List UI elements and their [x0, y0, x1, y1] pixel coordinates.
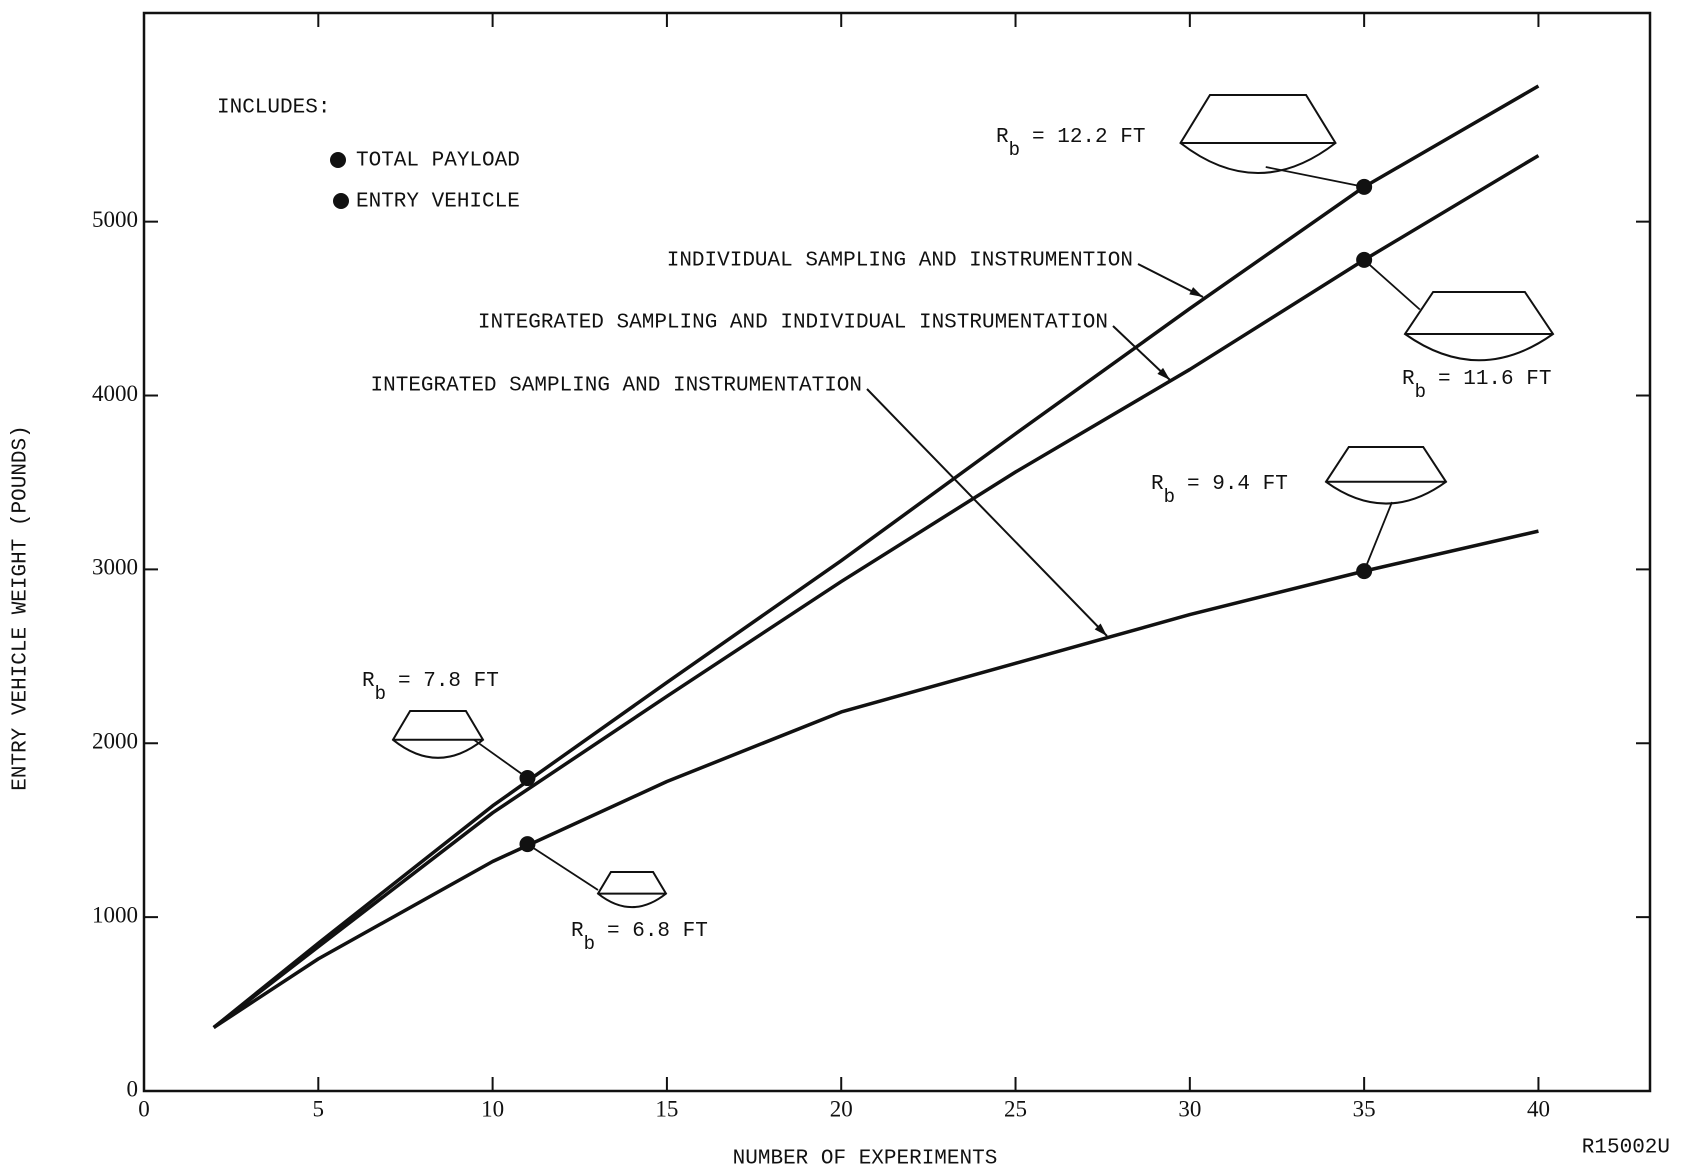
- series-line: [214, 86, 1539, 1028]
- y-tick-label: 1000: [92, 902, 138, 927]
- y-tick-label: 2000: [92, 729, 138, 754]
- label-subscript: b: [375, 683, 386, 705]
- chart: INCLUDES: NUMBER OF EXPERIMENTS ENTRY VE…: [0, 0, 1696, 1169]
- data-point: [1356, 563, 1372, 579]
- capsule-shape: [1181, 95, 1336, 173]
- capsule-shape: [1405, 292, 1553, 360]
- legend-bullet: [333, 193, 349, 209]
- y-tick-label: 0: [127, 1076, 139, 1101]
- annotation-label: Rb = 7.8 FT: [362, 670, 499, 705]
- legend-title: INCLUDES:: [217, 97, 330, 120]
- data-point: [1356, 252, 1372, 268]
- series-label: INDIVIDUAL SAMPLING AND INSTRUMENTION: [667, 250, 1133, 273]
- label-subscript: b: [1415, 381, 1426, 403]
- label-subscript: b: [1009, 139, 1020, 161]
- x-tick-label: 35: [1353, 1096, 1376, 1121]
- label-subscript: b: [584, 933, 595, 955]
- label-symbol: R: [1402, 368, 1415, 391]
- label-symbol: R: [362, 670, 375, 693]
- x-tick-label: 30: [1178, 1096, 1201, 1121]
- annotation-label: Rb = 12.2 FT: [996, 126, 1145, 161]
- x-tick-label: 40: [1527, 1096, 1550, 1121]
- annotation-label: Rb = 11.6 FT: [1402, 368, 1551, 403]
- callout-arrow: [867, 389, 1107, 636]
- label-symbol: R: [1151, 473, 1164, 496]
- legend-bullet: [330, 152, 346, 168]
- data-point: [1356, 179, 1372, 195]
- label-subscript: b: [1164, 486, 1175, 508]
- series-label: INTEGRATED SAMPLING AND INDIVIDUAL INSTR…: [478, 312, 1108, 335]
- x-tick-label: 25: [1004, 1096, 1027, 1121]
- label-text: = 6.8 FT: [607, 920, 708, 943]
- x-tick-label: 0: [138, 1096, 150, 1121]
- x-tick-label: 20: [830, 1096, 853, 1121]
- legend-item: TOTAL PAYLOAD: [356, 150, 520, 173]
- series-label: INTEGRATED SAMPLING AND INSTRUMENTATION: [371, 375, 862, 398]
- data-point: [519, 770, 535, 786]
- y-tick-label: 4000: [92, 381, 138, 406]
- leader-line: [1364, 260, 1420, 310]
- figure-code: R15002U: [1582, 1137, 1670, 1160]
- leader-line: [1364, 502, 1392, 571]
- capsule-shape: [393, 711, 483, 758]
- data-point: [519, 836, 535, 852]
- legend-item: ENTRY VEHICLE: [356, 191, 520, 214]
- label-text: = 9.4 FT: [1187, 473, 1288, 496]
- label-symbol: R: [996, 126, 1009, 149]
- annotation-label: Rb = 6.8 FT: [571, 920, 708, 955]
- x-tick-label: 10: [481, 1096, 504, 1121]
- y-tick-label: 5000: [92, 207, 138, 232]
- x-tick-label: 5: [313, 1096, 325, 1121]
- y-tick-label: 3000: [92, 555, 138, 580]
- arrow-head: [1189, 287, 1203, 297]
- label-text: = 7.8 FT: [398, 670, 499, 693]
- y-axis-label: ENTRY VEHICLE WEIGHT (POUNDS): [10, 425, 33, 790]
- capsule-shape: [1326, 447, 1446, 504]
- leader-line: [474, 740, 527, 778]
- leader-line: [527, 844, 598, 890]
- annotation-label: Rb = 9.4 FT: [1151, 473, 1288, 508]
- label-symbol: R: [571, 920, 584, 943]
- leader-line: [1266, 167, 1364, 187]
- label-text: = 11.6 FT: [1438, 368, 1551, 391]
- series-line: [214, 531, 1539, 1027]
- label-text: = 12.2 FT: [1032, 126, 1145, 149]
- capsule-shape: [598, 872, 666, 907]
- x-tick-label: 15: [655, 1096, 678, 1121]
- series-line: [214, 156, 1539, 1028]
- x-axis-label: NUMBER OF EXPERIMENTS: [733, 1148, 998, 1169]
